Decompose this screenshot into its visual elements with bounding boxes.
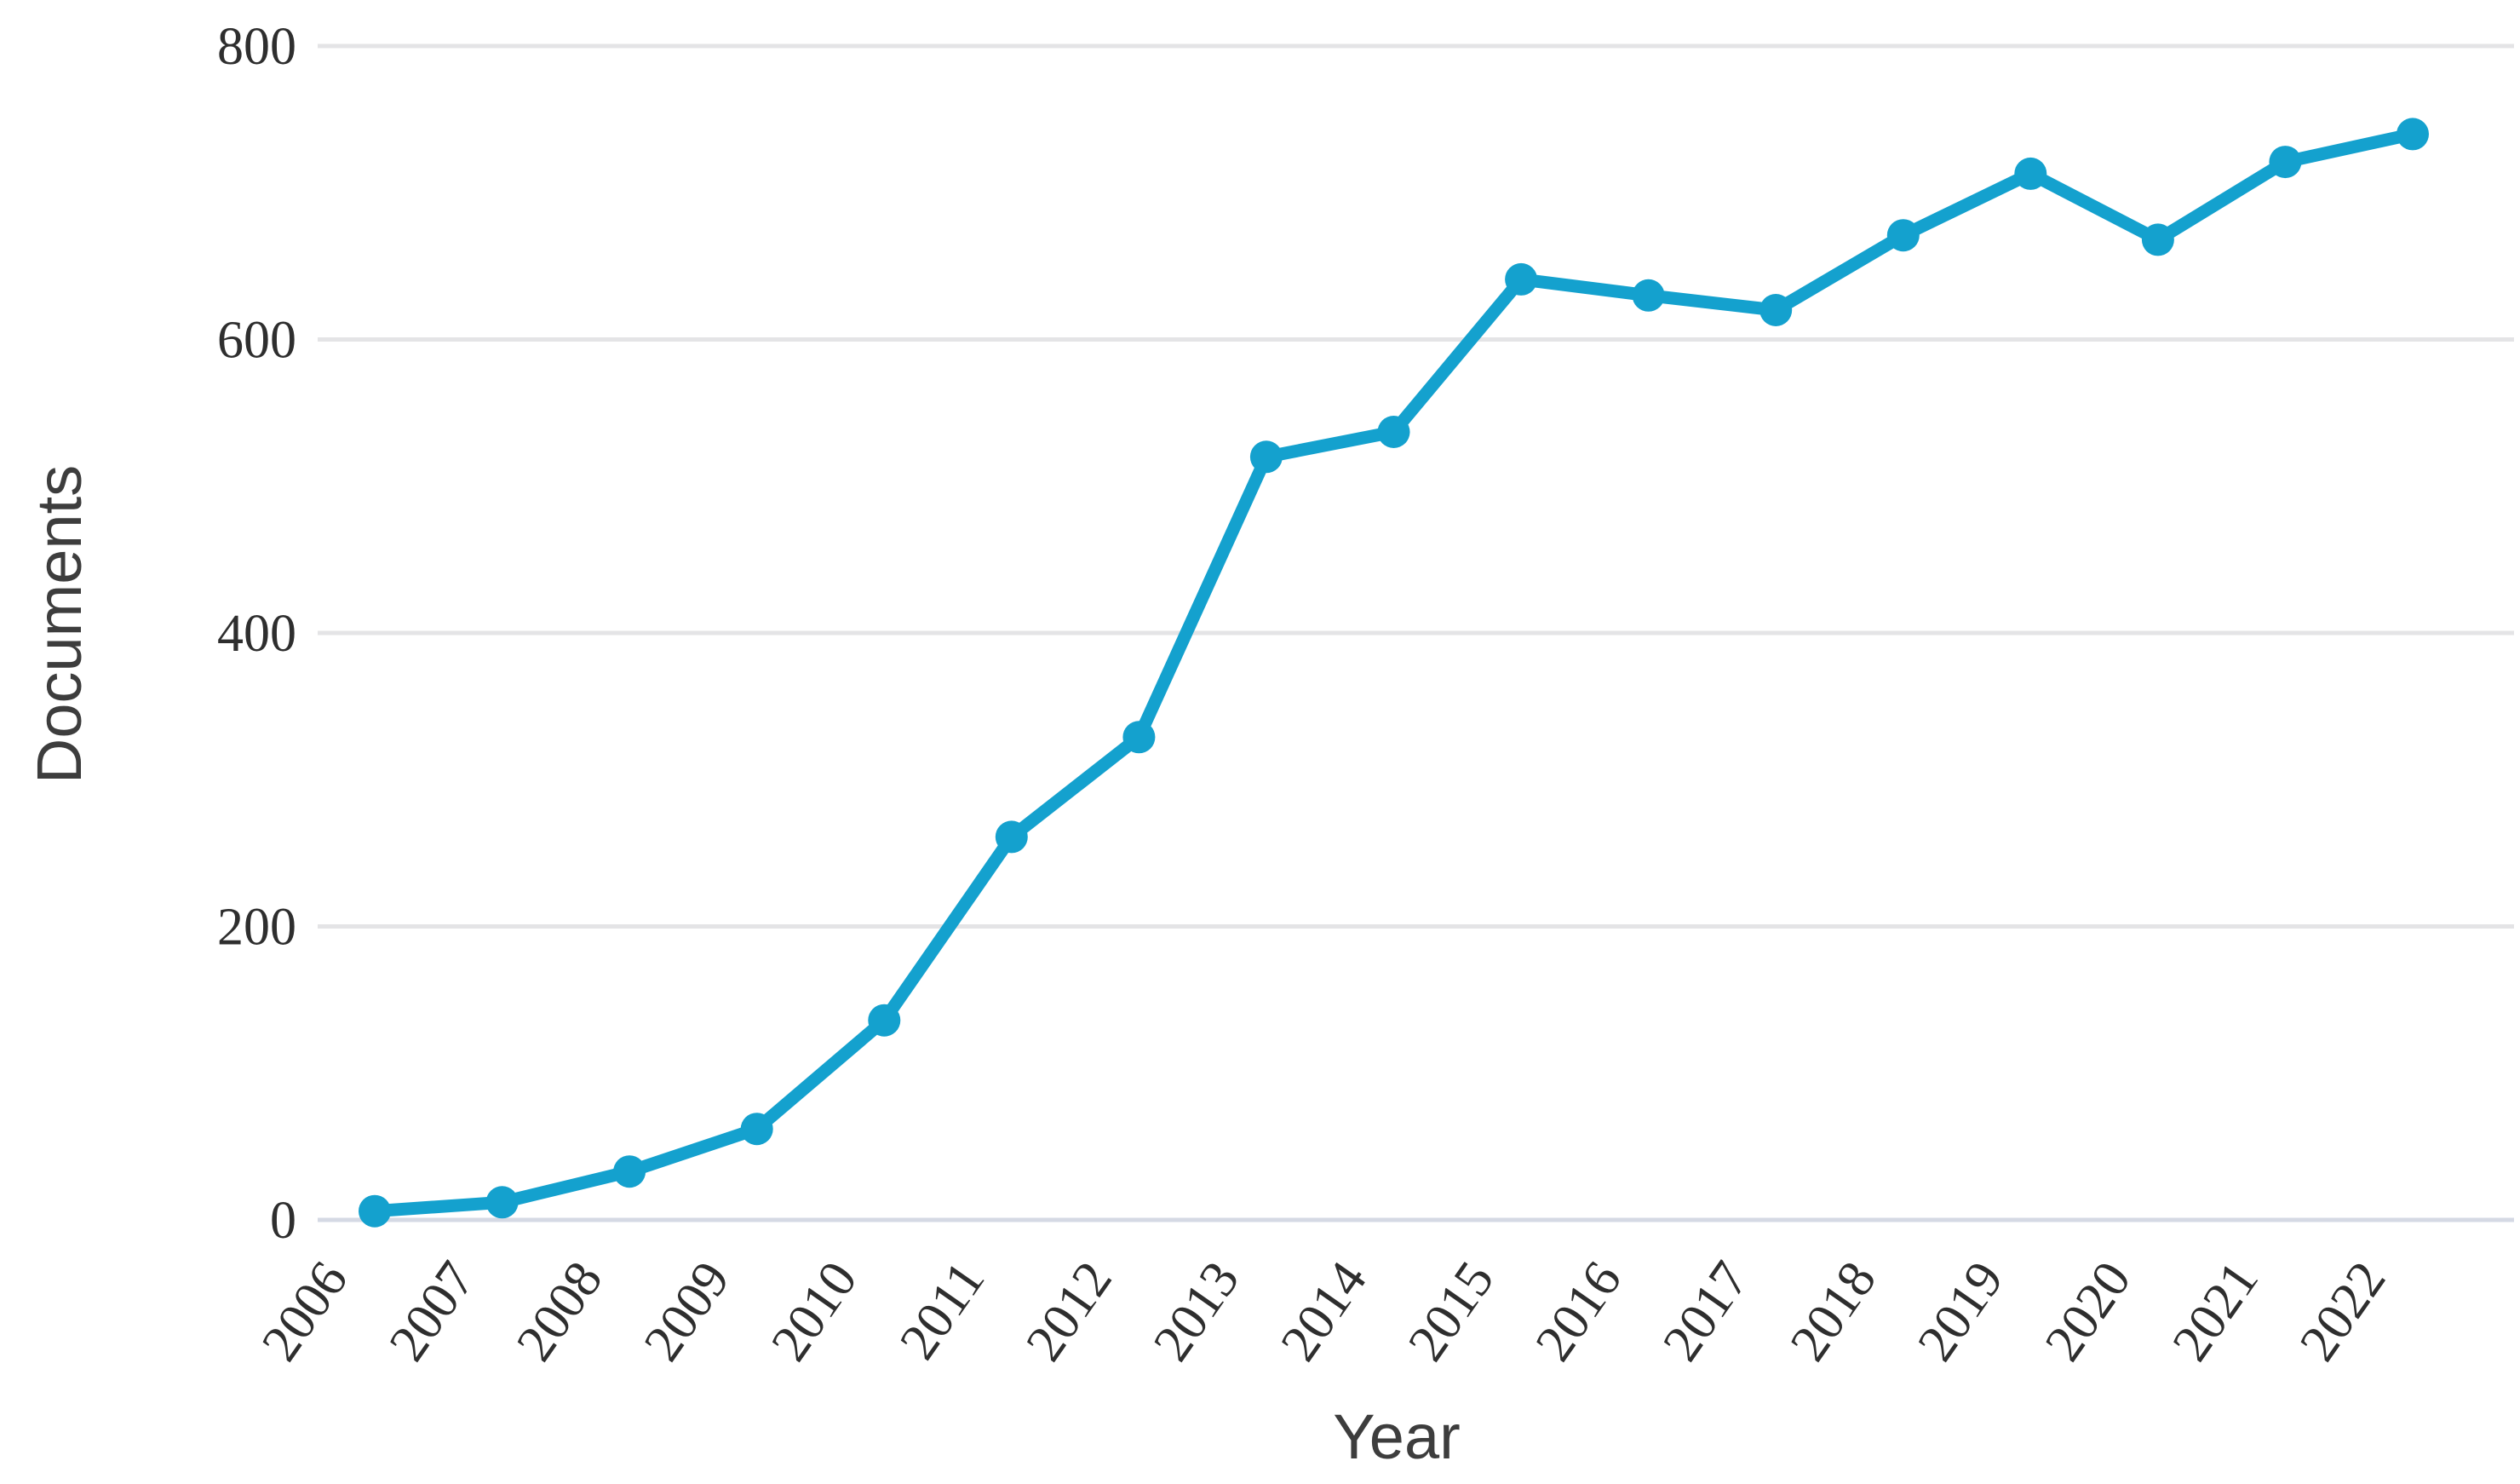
data-point-marker-2021 (2269, 146, 2302, 179)
x-tick-label-2020: 2020 (2035, 1251, 2143, 1372)
x-tick-label-2007: 2007 (378, 1251, 486, 1372)
data-point-marker-2022 (2397, 118, 2429, 151)
x-tick-label-2017: 2017 (1652, 1251, 1760, 1372)
x-tick-label-2015: 2015 (1398, 1251, 1506, 1372)
x-tick-label-2013: 2013 (1143, 1251, 1251, 1372)
data-point-marker-2008 (613, 1155, 646, 1188)
y-tick-label-200: 200 (217, 899, 296, 957)
y-tick-label-800: 800 (217, 18, 296, 76)
x-tick-label-2010: 2010 (761, 1251, 869, 1372)
y-axis-title: Documents (24, 465, 95, 784)
data-point-marker-2010 (868, 1004, 901, 1037)
data-point-marker-2018 (1886, 219, 1920, 252)
x-tick-label-2021: 2021 (2161, 1251, 2270, 1372)
x-tick-label-2011: 2011 (889, 1251, 996, 1370)
data-point-marker-2017 (1759, 294, 1793, 326)
data-point-marker-2006 (359, 1194, 391, 1228)
x-tick-label-2018: 2018 (1779, 1251, 1887, 1372)
data-point-marker-2016 (1632, 279, 1665, 312)
data-point-marker-2013 (1249, 440, 1283, 474)
series-group (368, 127, 2420, 1218)
y-tick-label-0: 0 (270, 1192, 296, 1250)
x-tick-label-2014: 2014 (1270, 1251, 1378, 1372)
y-tick-label-400: 400 (217, 605, 296, 663)
y-tick-labels-group: 0 200 400 600 800 (217, 18, 296, 1250)
data-point-marker-2012 (1122, 721, 1156, 754)
data-point-marker-2019 (2014, 157, 2047, 190)
data-point-marker-2007 (485, 1186, 519, 1219)
data-point-marker-2009 (740, 1113, 773, 1146)
x-tick-label-2019: 2019 (1907, 1251, 2015, 1372)
x-tick-labels-group: 2006 2007 2008 2009 2010 2011 2012 2013 2014 2015… (251, 1251, 2397, 1372)
x-tick-label-2016: 2016 (1524, 1251, 1633, 1372)
x-axis-title: Year (1333, 1401, 1461, 1472)
x-tick-label-2012: 2012 (1015, 1251, 1123, 1372)
x-tick-label-2008: 2008 (506, 1251, 614, 1372)
x-tick-label-2022: 2022 (2289, 1251, 2397, 1372)
markers-group (359, 118, 2429, 1228)
x-tick-label-2009: 2009 (633, 1251, 741, 1372)
y-tick-label-600: 600 (217, 312, 296, 370)
data-point-marker-2011 (995, 820, 1028, 854)
gridlines-group (318, 43, 2514, 1222)
data-point-marker-2020 (2141, 223, 2174, 256)
data-point-marker-2014 (1377, 416, 1410, 448)
documents-trend-line (368, 127, 2420, 1218)
data-point-marker-2015 (1505, 262, 1538, 296)
x-tick-label-2006: 2006 (251, 1251, 359, 1372)
